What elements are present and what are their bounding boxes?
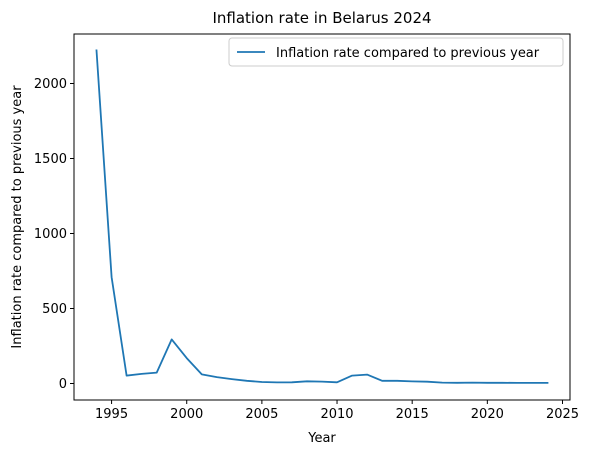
x-tick-label: 2020 xyxy=(471,407,504,422)
y-tick-label: 1000 xyxy=(34,227,67,242)
y-tick-label: 0 xyxy=(59,377,67,392)
legend: Inflation rate compared to previous year xyxy=(228,37,564,67)
y-axis-ticks: 0 500 1000 1500 2000 xyxy=(34,77,74,392)
y-tick-label: 2000 xyxy=(34,77,67,92)
series-line-inflation xyxy=(95,49,549,384)
x-axis-label: Year xyxy=(307,431,336,446)
y-axis-label: Inflation rate compared to previous year xyxy=(10,85,25,349)
legend-label: Inflation rate compared to previous year xyxy=(276,46,540,61)
x-axis-ticks: 1995 2000 2005 2010 2015 2020 2025 xyxy=(95,400,579,422)
x-tick-label: 2005 xyxy=(245,407,278,422)
x-tick-label: 2015 xyxy=(396,407,429,422)
x-tick-label: 1995 xyxy=(95,407,128,422)
plot-area-frame xyxy=(73,33,571,401)
x-tick-label: 2010 xyxy=(320,407,353,422)
legend-box xyxy=(228,37,564,67)
y-tick-label: 1500 xyxy=(34,152,67,167)
x-tick-label: 2000 xyxy=(170,407,203,422)
x-tick-label: 2025 xyxy=(546,407,579,422)
chart-title: Inflation rate in Belarus 2024 xyxy=(212,9,431,27)
y-tick-label: 500 xyxy=(42,302,67,317)
